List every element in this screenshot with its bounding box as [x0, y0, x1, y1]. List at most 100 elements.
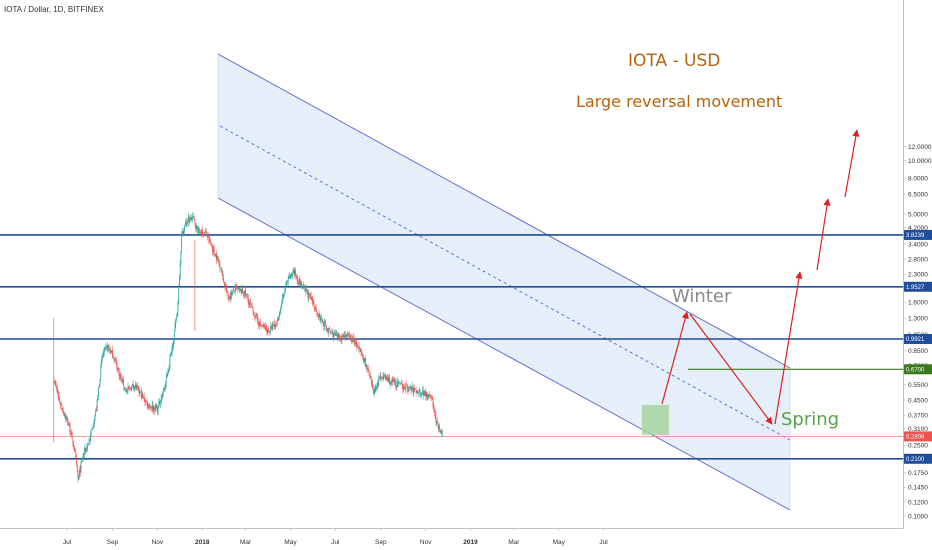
candle	[288, 275, 290, 279]
candle	[262, 322, 264, 329]
candle	[305, 284, 307, 297]
candle	[191, 217, 193, 224]
candle	[168, 368, 169, 375]
candle	[226, 290, 228, 293]
candle	[89, 438, 91, 442]
candle	[381, 376, 382, 380]
candle	[115, 356, 117, 366]
candle	[333, 332, 335, 343]
candle	[176, 311, 178, 319]
candle	[83, 452, 85, 460]
price-badge	[904, 431, 932, 442]
candle	[237, 286, 239, 290]
candle	[91, 424, 93, 432]
candle	[407, 385, 409, 395]
candle	[180, 250, 182, 267]
candle	[240, 285, 241, 293]
candle	[221, 267, 223, 276]
candle	[72, 436, 74, 447]
candle	[107, 344, 109, 354]
candle	[116, 360, 118, 371]
candle	[202, 230, 204, 238]
candle	[85, 443, 87, 454]
candle	[57, 389, 59, 400]
candle	[252, 306, 254, 315]
candle	[172, 342, 174, 351]
candle	[381, 376, 383, 380]
candle	[431, 395, 432, 401]
candle	[357, 341, 359, 350]
candle	[423, 389, 425, 397]
candle	[324, 319, 326, 326]
candle	[405, 382, 407, 395]
candle	[162, 387, 164, 398]
candle	[137, 381, 138, 391]
x-tick-label: Mar	[508, 539, 520, 546]
candle	[408, 386, 410, 393]
candles	[53, 212, 443, 483]
price-badge-label: 0.2100	[906, 457, 925, 463]
candle	[140, 390, 141, 394]
candle	[266, 324, 268, 336]
candle	[334, 329, 336, 337]
candle	[308, 289, 310, 302]
x-tick-label: Nov	[420, 539, 432, 546]
candle	[204, 228, 206, 237]
candle	[426, 391, 428, 402]
candle	[329, 328, 331, 336]
candle	[147, 401, 149, 408]
candle	[248, 294, 249, 309]
candle	[62, 406, 64, 415]
candle	[400, 382, 402, 385]
channel-upper-line	[217, 53, 791, 369]
candle	[406, 384, 408, 393]
candle	[184, 218, 186, 227]
candle	[428, 393, 430, 400]
candle	[139, 389, 141, 397]
candle	[424, 390, 426, 397]
candle	[169, 353, 171, 372]
candle	[68, 422, 70, 427]
candle	[144, 398, 146, 407]
candle	[157, 405, 159, 416]
candle	[335, 331, 337, 337]
candle	[213, 245, 215, 255]
candle	[317, 312, 319, 321]
candle	[351, 336, 353, 343]
candle	[118, 367, 120, 381]
price-badges: 3.8239 1.9527 0.9921 0.6700 0.2808 0.2100	[904, 229, 932, 464]
x-tick-label: Mar	[240, 539, 252, 546]
candle	[348, 332, 349, 338]
candle	[376, 379, 378, 393]
price-badge	[904, 453, 932, 464]
candle	[159, 398, 161, 407]
candle	[248, 300, 250, 308]
candle	[123, 375, 124, 391]
candle	[63, 411, 65, 418]
candle	[420, 391, 422, 399]
price-badge-label: 0.2808	[906, 435, 925, 441]
candle	[425, 388, 427, 401]
candle	[270, 324, 272, 330]
candle	[142, 391, 144, 400]
candle	[387, 373, 388, 382]
candle	[356, 337, 357, 351]
candle	[270, 322, 271, 335]
candle	[143, 394, 144, 399]
candle	[189, 216, 191, 226]
candle	[66, 415, 68, 423]
price-badge-label: 1.9527	[906, 285, 925, 291]
annotation-title: IOTA - USD	[628, 51, 720, 71]
candle	[225, 284, 227, 290]
candle	[236, 283, 238, 291]
candle	[175, 318, 177, 328]
candle	[208, 232, 210, 245]
candle	[234, 282, 236, 296]
candle	[146, 398, 148, 410]
candle	[302, 284, 304, 290]
candle	[73, 441, 75, 451]
candle	[289, 272, 291, 280]
candle	[111, 349, 113, 354]
candle	[320, 313, 322, 322]
candle	[439, 423, 441, 433]
